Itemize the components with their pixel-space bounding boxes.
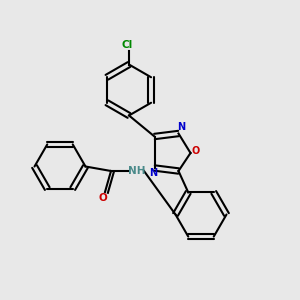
Text: NH: NH [128,166,145,176]
Text: O: O [192,146,200,157]
Text: N: N [177,122,185,133]
Text: O: O [98,193,107,203]
Text: N: N [149,168,157,178]
Text: Cl: Cl [122,40,133,50]
